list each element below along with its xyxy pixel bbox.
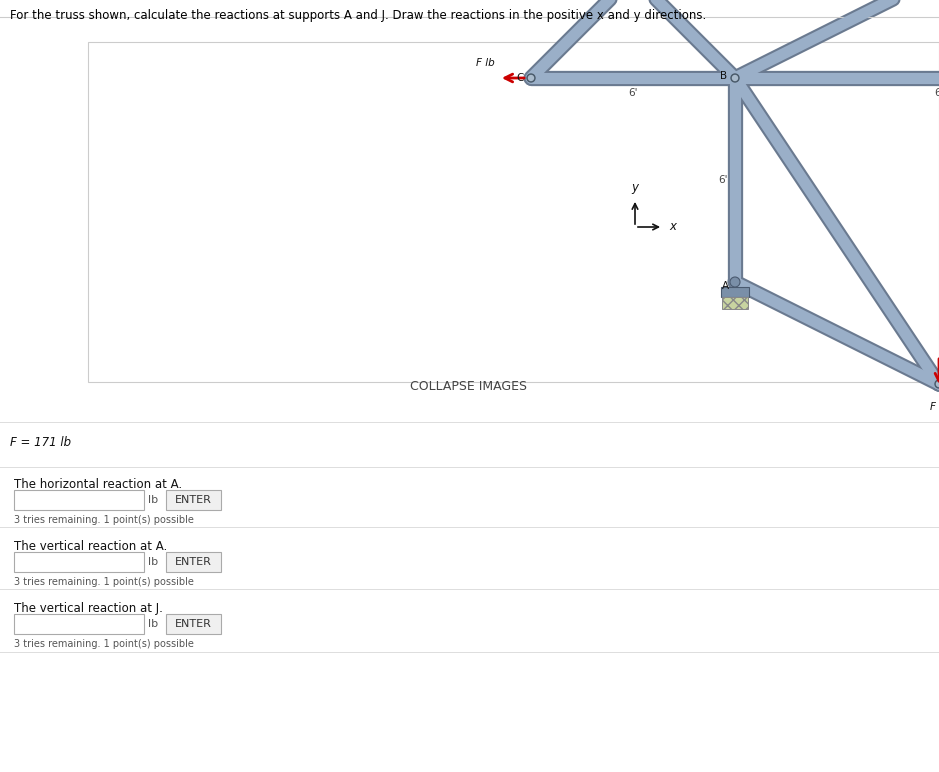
Circle shape: [527, 74, 535, 82]
Text: lb: lb: [148, 557, 158, 567]
Text: The horizontal reaction at A.: The horizontal reaction at A.: [14, 478, 182, 491]
Circle shape: [529, 76, 533, 80]
Text: lb: lb: [148, 619, 158, 629]
Bar: [166, 490, 221, 510]
Text: ENTER: ENTER: [175, 619, 212, 629]
Text: ENTER: ENTER: [175, 495, 212, 505]
Bar: [721, 287, 749, 297]
Text: 3 tries remaining. 1 point(s) possible: 3 tries remaining. 1 point(s) possible: [14, 639, 193, 649]
Bar: [722, 297, 748, 309]
Text: 3 tries remaining. 1 point(s) possible: 3 tries remaining. 1 point(s) possible: [14, 577, 193, 587]
Circle shape: [731, 74, 739, 82]
Bar: [166, 552, 221, 572]
Text: 6': 6': [628, 88, 638, 98]
Text: A: A: [721, 281, 729, 291]
Circle shape: [732, 76, 737, 80]
Text: ENTER: ENTER: [175, 557, 212, 567]
Text: F lb: F lb: [476, 58, 494, 68]
Text: F lb: F lb: [930, 402, 939, 412]
Text: B: B: [720, 71, 728, 81]
Bar: [14, 552, 144, 572]
Text: 6': 6': [934, 88, 939, 98]
Text: 3 tries remaining. 1 point(s) possible: 3 tries remaining. 1 point(s) possible: [14, 515, 193, 525]
Bar: [14, 490, 144, 510]
Circle shape: [936, 381, 939, 387]
Text: C: C: [516, 73, 524, 83]
Text: 6': 6': [718, 175, 728, 185]
Circle shape: [935, 380, 939, 388]
Text: For the truss shown, calculate the reactions at supports A and J. Draw the react: For the truss shown, calculate the react…: [10, 9, 706, 22]
Text: The vertical reaction at J.: The vertical reaction at J.: [14, 602, 162, 615]
Circle shape: [730, 277, 740, 287]
Text: F = 171 lb: F = 171 lb: [10, 435, 71, 449]
Text: The vertical reaction at A.: The vertical reaction at A.: [14, 540, 167, 553]
Text: x: x: [669, 221, 676, 233]
Text: COLLAPSE IMAGES: COLLAPSE IMAGES: [410, 381, 528, 394]
Bar: [14, 614, 144, 634]
Text: lb: lb: [148, 495, 158, 505]
Bar: [88, 42, 939, 382]
Bar: [166, 614, 221, 634]
Text: y: y: [632, 181, 639, 194]
